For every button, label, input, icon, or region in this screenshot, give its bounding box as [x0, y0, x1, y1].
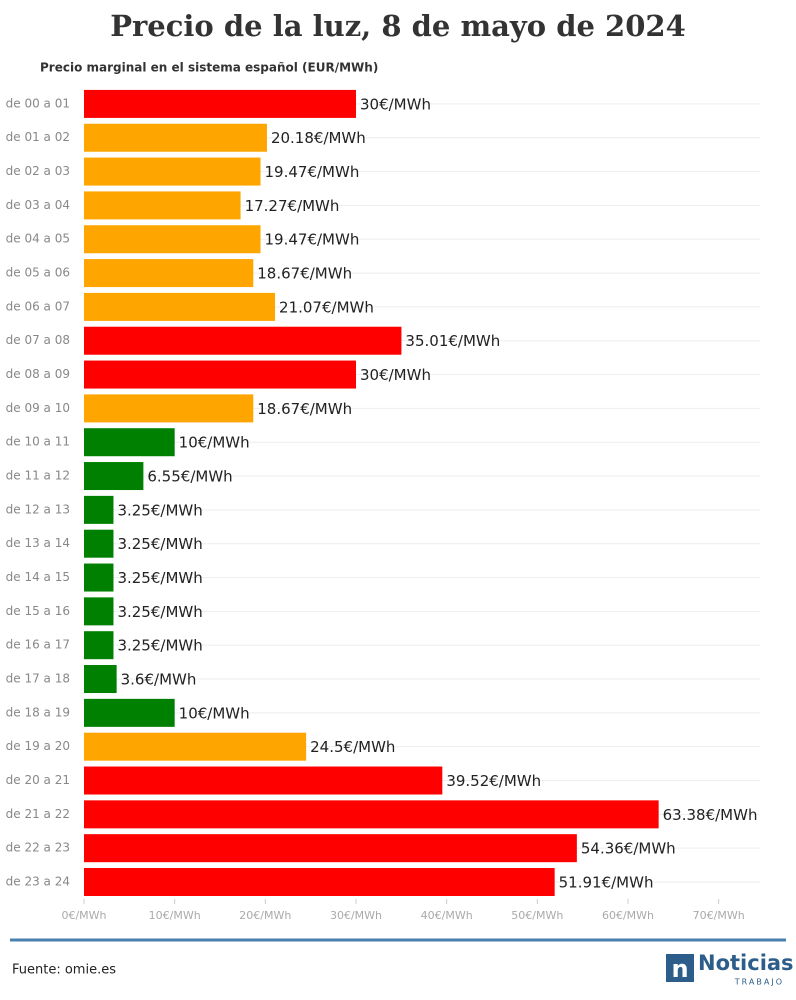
bar [84, 766, 443, 795]
category-label: de 13 a 14 [6, 536, 70, 550]
category-label: de 01 a 02 [6, 130, 70, 144]
category-label: de 10 a 11 [6, 435, 70, 449]
value-label: 3.25€/MWh [117, 501, 202, 519]
value-label: 21.07€/MWh [279, 298, 374, 316]
chart-title: Precio de la luz, 8 de mayo de 2024 [110, 9, 686, 43]
bar [84, 89, 356, 118]
category-label: de 20 a 21 [6, 773, 70, 787]
value-label: 6.55€/MWh [147, 468, 232, 486]
value-label: 17.27€/MWh [245, 197, 340, 215]
category-label: de 17 a 18 [6, 672, 70, 686]
bar [84, 394, 254, 423]
category-label: de 03 a 04 [6, 198, 70, 212]
bar [84, 834, 577, 863]
category-label: de 07 a 08 [6, 333, 70, 347]
category-label: de 14 a 15 [6, 570, 70, 584]
source: Fuente: omie.es [12, 963, 116, 978]
x-tick-label: 50€/MWh [511, 909, 563, 922]
bar [84, 698, 175, 727]
value-label: 63.38€/MWh [663, 806, 758, 824]
bar [84, 360, 356, 389]
value-label: 3.6€/MWh [121, 671, 197, 689]
category-label: de 09 a 10 [6, 401, 70, 415]
value-label: 54.36€/MWh [581, 840, 676, 858]
value-label: 3.25€/MWh [117, 569, 202, 587]
category-label: de 11 a 12 [6, 469, 70, 483]
bar [84, 495, 114, 524]
bar [84, 665, 117, 694]
bar [84, 292, 276, 321]
bar [84, 868, 555, 897]
value-label: 35.01€/MWh [405, 332, 500, 350]
bar [84, 225, 261, 254]
category-label: de 05 a 06 [6, 266, 70, 280]
bar [84, 428, 175, 457]
value-label: 3.25€/MWh [117, 637, 202, 655]
value-label: 30€/MWh [360, 95, 431, 113]
category-label: de 12 a 13 [6, 502, 70, 516]
value-label: 39.52€/MWh [446, 772, 541, 790]
x-tick-label: 10€/MWh [149, 909, 201, 922]
value-label: 19.47€/MWh [265, 231, 360, 249]
category-label: de 18 a 19 [6, 705, 70, 719]
category-label: de 08 a 09 [6, 367, 70, 381]
bar [84, 191, 241, 220]
bar [84, 157, 261, 186]
category-label: de 04 a 05 [6, 232, 70, 246]
value-label: 51.91€/MWh [559, 874, 654, 892]
bar [84, 800, 659, 829]
category-label: de 16 a 17 [6, 638, 70, 652]
value-label: 20.18€/MWh [271, 129, 366, 147]
category-label: de 15 a 16 [6, 604, 70, 618]
bar [84, 563, 114, 592]
logo-letter: n [671, 955, 688, 983]
x-tick-label: 20€/MWh [239, 909, 291, 922]
logo-icon [666, 954, 694, 982]
x-tick-label: 60€/MWh [602, 909, 654, 922]
value-label: 3.25€/MWh [117, 603, 202, 621]
logo-sub: TRABAJO [734, 978, 784, 987]
value-label: 30€/MWh [360, 366, 431, 384]
bar [84, 259, 254, 288]
category-label: de 21 a 22 [6, 807, 70, 821]
category-label: de 23 a 24 [6, 875, 70, 889]
x-tick-label: 0€/MWh [61, 909, 106, 922]
bar [84, 326, 402, 355]
bar [84, 529, 114, 558]
category-label: de 02 a 03 [6, 164, 70, 178]
value-label: 18.67€/MWh [257, 265, 352, 283]
category-label: de 06 a 07 [6, 299, 70, 313]
value-label: 10€/MWh [179, 704, 250, 722]
bar [84, 597, 114, 626]
value-label: 18.67€/MWh [257, 400, 352, 418]
logo-name: Noticias [698, 951, 794, 975]
chart-subtitle: Precio marginal en el sistema español (E… [40, 61, 378, 75]
category-label: de 22 a 23 [6, 841, 70, 855]
x-tick-label: 30€/MWh [330, 909, 382, 922]
bar [84, 631, 114, 660]
x-tick-label: 40€/MWh [421, 909, 473, 922]
value-label: 24.5€/MWh [310, 738, 395, 756]
x-tick-label: 70€/MWh [693, 909, 745, 922]
value-label: 3.25€/MWh [117, 535, 202, 553]
bar [84, 732, 307, 761]
category-label: de 19 a 20 [6, 739, 70, 753]
bar [84, 462, 144, 491]
category-label: de 00 a 01 [6, 96, 70, 110]
bar [84, 123, 267, 152]
value-label: 10€/MWh [179, 434, 250, 452]
value-label: 19.47€/MWh [265, 163, 360, 181]
